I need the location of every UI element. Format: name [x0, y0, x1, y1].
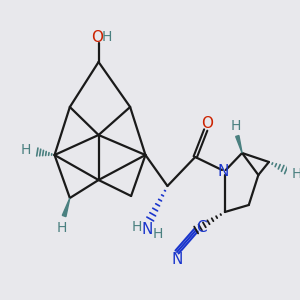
- Text: N: N: [142, 221, 153, 236]
- Text: H: H: [57, 221, 68, 235]
- Text: H: H: [132, 220, 142, 234]
- Text: O: O: [201, 116, 213, 131]
- Text: H: H: [153, 227, 163, 241]
- Polygon shape: [62, 198, 70, 217]
- Text: H: H: [21, 143, 31, 157]
- Polygon shape: [236, 136, 242, 153]
- Text: H: H: [291, 167, 300, 181]
- Text: N: N: [171, 253, 183, 268]
- Text: H: H: [102, 30, 112, 44]
- Text: O: O: [92, 29, 104, 44]
- Text: C: C: [196, 220, 207, 236]
- Text: N: N: [217, 164, 229, 178]
- Text: H: H: [230, 119, 241, 133]
